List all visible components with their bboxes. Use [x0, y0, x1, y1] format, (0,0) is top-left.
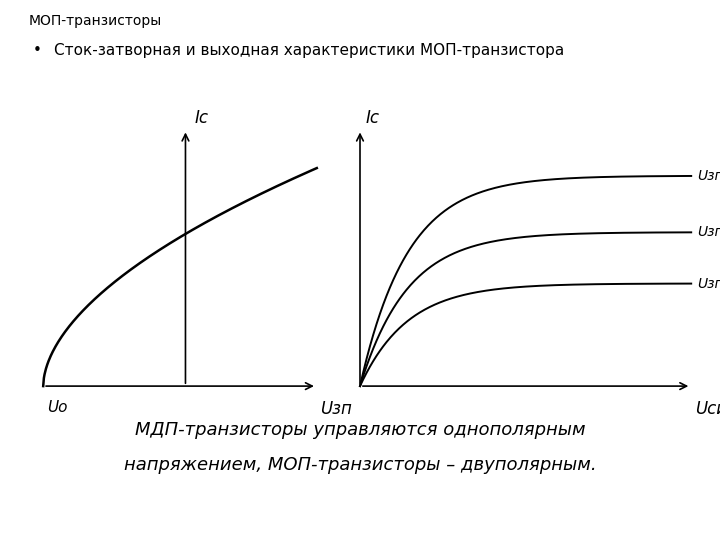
Text: МДП-транзисторы управляются однополярным: МДП-транзисторы управляются однополярным — [135, 421, 585, 439]
Text: МОП-транзисторы: МОП-транзисторы — [29, 14, 162, 28]
Text: напряжением, МОП-транзисторы – двуполярным.: напряжением, МОП-транзисторы – двуполярн… — [124, 456, 596, 474]
Text: Iс: Iс — [366, 109, 379, 127]
Text: Сток-затворная и выходная характеристики МОП-транзистора: Сток-затворная и выходная характеристики… — [54, 43, 564, 58]
Text: Uо: Uо — [47, 400, 67, 415]
Text: Uси: Uси — [695, 400, 720, 417]
Text: Uзп1: Uзп1 — [697, 169, 720, 183]
Text: Uзп3: Uзп3 — [697, 276, 720, 291]
Text: Uзп2: Uзп2 — [697, 225, 720, 239]
Text: Uзп: Uзп — [320, 400, 352, 417]
Text: •: • — [32, 43, 41, 58]
Text: Iс: Iс — [194, 109, 208, 127]
